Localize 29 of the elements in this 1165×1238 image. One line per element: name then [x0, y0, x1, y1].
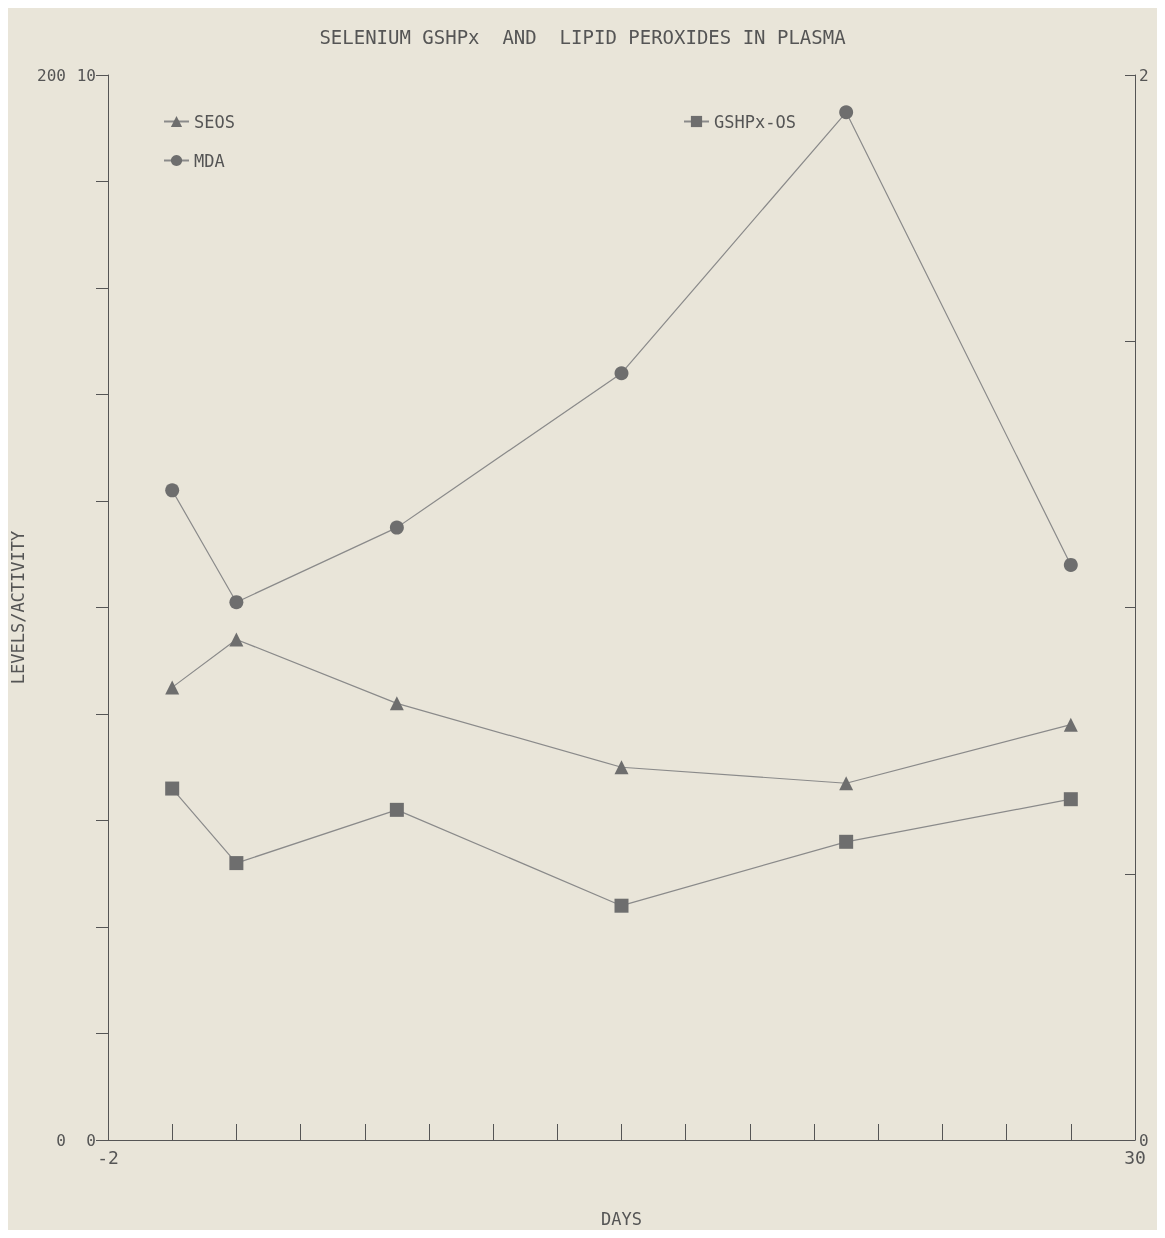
point — [165, 781, 180, 796]
y-axis-title: LEVELS/ACTIVITY — [7, 530, 28, 685]
point — [1063, 792, 1078, 807]
point — [614, 760, 629, 775]
point — [1063, 557, 1078, 572]
point — [229, 856, 244, 871]
point — [165, 483, 180, 498]
y-tick-label: 200 — [37, 65, 66, 85]
point — [389, 520, 404, 535]
point — [614, 366, 629, 381]
x-axis-title: DAYS — [601, 1208, 642, 1229]
y3-tick-label: 2 — [1139, 65, 1149, 85]
legend-label: GSHPx-OS — [714, 111, 796, 132]
point — [839, 834, 854, 849]
point — [614, 898, 629, 913]
chart-title: SELENIUM GSHPx AND LIPID PEROXIDES IN PLASMA — [319, 25, 847, 48]
point — [1063, 717, 1078, 732]
legend-label: MDA — [194, 150, 225, 171]
y2-tick-label: 0 — [86, 1130, 96, 1150]
point — [229, 632, 244, 647]
y2-tick-label: 10 — [76, 65, 96, 85]
point — [839, 105, 854, 120]
point — [165, 680, 180, 695]
point — [229, 595, 244, 610]
point — [389, 696, 404, 711]
legend-label: SEOS — [194, 111, 235, 132]
point — [839, 776, 854, 791]
point — [389, 802, 404, 817]
x-tick-label: -2 — [97, 1146, 119, 1168]
